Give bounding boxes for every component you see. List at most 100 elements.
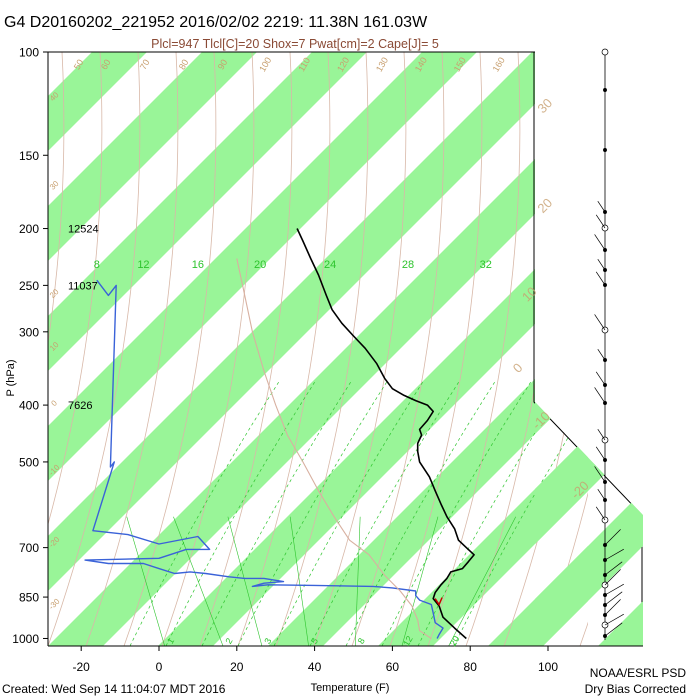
wind-barb [594, 314, 606, 331]
isotherm-band [0, 52, 37, 646]
wind-barb-point [603, 148, 607, 152]
mixing-ratio-line [126, 516, 165, 646]
y-tick-label: 250 [19, 279, 39, 293]
x-tick-label: 80 [464, 660, 478, 674]
mixing-ratio-label: 8 [94, 259, 100, 271]
wind-barb [594, 234, 606, 251]
y-tick-label: 200 [19, 222, 39, 236]
y-tick-label: 500 [19, 455, 39, 469]
mixing-ratio-bottom-label: 2 [223, 636, 234, 645]
isotherm-band [158, 216, 588, 646]
isotherm-left-label: -30 [47, 596, 62, 611]
wind-barb [594, 387, 606, 404]
wind-barb [597, 489, 606, 501]
y-tick-label: 150 [19, 149, 39, 163]
height-label: 11037 [68, 280, 98, 292]
isotherm-top-label: 100 [257, 55, 273, 73]
dry-adiabat [199, 52, 293, 646]
isotherm-top-label: 60 [99, 58, 113, 72]
dry-adiabat [313, 52, 407, 646]
isotherm-top-label: 70 [138, 58, 152, 72]
isotherm-band [48, 52, 587, 591]
mixing-ratio-bottom-label: 3 [262, 636, 273, 645]
mixing-ratio-label: 16 [192, 259, 204, 271]
mixing-ratio-bottom-label: 8 [356, 636, 367, 645]
dry-adiabat [161, 52, 255, 646]
parcel-line [236, 258, 432, 639]
dry-adiabat [275, 52, 369, 646]
wind-barb [604, 529, 621, 546]
wind-barb [595, 271, 606, 286]
wind-barb [597, 259, 606, 271]
right-mask [535, 52, 700, 646]
dry-adiabat [389, 52, 483, 646]
mixing-ratio-line [227, 516, 263, 646]
wind-barb [597, 201, 606, 213]
moist-adiabat [381, 379, 533, 646]
y-tick-label: 100 [19, 46, 39, 60]
isotherm-top-label: 80 [177, 58, 191, 72]
right-lower-bands [0, 52, 643, 646]
wind-barb [595, 506, 606, 521]
isotherm-left-label: 20 [48, 287, 61, 300]
wind-barb [594, 466, 606, 483]
wind-barb [604, 591, 623, 606]
isotherm-band [48, 106, 588, 646]
wind-barb [604, 599, 621, 616]
isotherm-left-label: 30 [48, 179, 61, 192]
y-tick-label: 400 [19, 399, 39, 413]
wind-barb-point [601, 48, 609, 56]
mixing-ratio-bottom-label: 12 [401, 634, 415, 648]
y-tick-label: 1000 [12, 632, 39, 646]
dry-adiabat [48, 52, 65, 345]
dry-adiabat [48, 52, 141, 646]
isotherm-top-label: 130 [374, 55, 390, 73]
isotherm-band [48, 52, 147, 151]
y-axis-label: P (hPa) [5, 359, 17, 396]
dewpoint-line [84, 279, 444, 639]
isotherm-band [48, 52, 477, 481]
wind-barb [597, 349, 606, 361]
x-tick-label: 0 [156, 660, 163, 674]
wind-barb [595, 446, 606, 461]
isotherm-right-label: 0 [510, 360, 526, 376]
wind-barb [604, 613, 624, 626]
dry-adiabat [351, 52, 445, 646]
mixing-ratio-label: 20 [254, 259, 266, 271]
x-tick-label: 100 [538, 660, 558, 674]
dry-adiabat [48, 52, 103, 526]
moist-adiabat [165, 379, 317, 646]
isotherm-left-label: 0 [49, 398, 59, 408]
dry-adiabat [237, 52, 331, 646]
mixing-ratio-bottom-label: 20 [448, 634, 462, 648]
moist-adiabat [309, 379, 461, 646]
moist-adiabat [345, 379, 497, 646]
isotherm-band [0, 52, 37, 646]
wind-barb [604, 548, 624, 561]
dry-adiabat [427, 52, 521, 646]
mixing-ratio-bottom-label: 5 [309, 636, 320, 645]
moist-adiabat [237, 379, 389, 646]
dry-adiabat [0, 52, 26, 646]
mixing-ratio-line [173, 516, 224, 646]
moist-adiabat [273, 379, 425, 646]
isotherm-band [268, 326, 588, 646]
isotherm-top-label: 50 [72, 58, 86, 72]
mixing-ratio-label: 12 [137, 259, 149, 271]
x-tick-label: 60 [386, 660, 400, 674]
wind-barb [604, 622, 623, 637]
moist-adiabat [129, 379, 281, 646]
mixing-ratio-line [448, 516, 517, 646]
x-tick-label: 20 [230, 660, 244, 674]
temperature-line [296, 228, 475, 640]
height-label: 12524 [68, 224, 99, 236]
wind-barb [595, 214, 606, 229]
mixing-ratio-line [289, 516, 309, 646]
wind-barb [595, 371, 606, 386]
dry-adiabat [541, 491, 588, 646]
mixing-ratio-bottom-label: 1 [165, 636, 176, 645]
y-tick-label: 300 [19, 325, 39, 339]
mixing-ratio-line [401, 516, 439, 646]
chart-subtitle: Plcl=947 Tlcl[C]=20 Shox=7 Pwat[cm]=2 Ca… [151, 37, 439, 51]
